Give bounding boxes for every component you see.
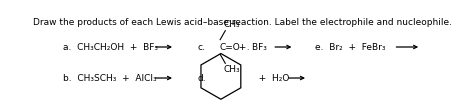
Text: c.: c. (197, 43, 205, 52)
Text: ·: · (246, 46, 248, 55)
Text: b.  CH₃SCH₃  +  AlCl₃: b. CH₃SCH₃ + AlCl₃ (63, 74, 156, 82)
Text: Draw the products of each Lewis acid–base reaction. Label the electrophile and n: Draw the products of each Lewis acid–bas… (34, 18, 452, 27)
Text: CH₃: CH₃ (224, 20, 240, 29)
Text: a.  CH₃CH₂OH  +  BF₃: a. CH₃CH₂OH + BF₃ (63, 43, 158, 52)
Text: e.  Br₂  +  FeBr₃: e. Br₂ + FeBr₃ (315, 43, 385, 52)
Text: +  BF₃: + BF₃ (233, 43, 266, 52)
Text: CH₃: CH₃ (224, 65, 240, 74)
Text: +  H₂O: + H₂O (253, 74, 290, 82)
Text: C=O: C=O (219, 43, 240, 52)
Text: d.: d. (197, 74, 206, 82)
